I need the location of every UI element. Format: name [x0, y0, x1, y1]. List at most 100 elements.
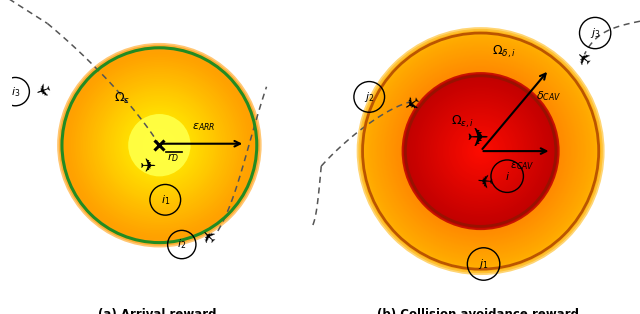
Circle shape [401, 72, 559, 230]
Circle shape [470, 140, 492, 162]
Circle shape [411, 82, 550, 221]
Circle shape [460, 130, 502, 172]
Circle shape [381, 52, 580, 250]
Circle shape [369, 40, 592, 263]
Circle shape [108, 94, 211, 196]
Circle shape [71, 57, 248, 234]
Circle shape [452, 123, 509, 179]
Circle shape [364, 34, 598, 268]
Circle shape [77, 63, 241, 227]
Circle shape [81, 67, 238, 224]
Circle shape [445, 116, 516, 187]
Circle shape [413, 84, 548, 219]
Text: ✈: ✈ [467, 126, 489, 152]
Circle shape [429, 100, 532, 203]
Circle shape [61, 46, 258, 244]
Circle shape [380, 50, 582, 252]
Text: $\varepsilon_{CAV}$: $\varepsilon_{CAV}$ [509, 160, 534, 172]
Circle shape [403, 74, 558, 229]
Circle shape [90, 75, 229, 215]
Circle shape [442, 112, 520, 190]
Circle shape [392, 62, 569, 240]
Circle shape [67, 53, 252, 237]
Circle shape [447, 118, 514, 184]
Circle shape [147, 133, 172, 157]
Circle shape [362, 32, 599, 270]
Circle shape [408, 78, 553, 224]
Text: $r_D$: $r_D$ [167, 152, 179, 165]
Circle shape [154, 140, 164, 150]
Circle shape [79, 65, 239, 225]
Circle shape [406, 77, 555, 225]
Circle shape [422, 93, 539, 209]
Circle shape [467, 137, 495, 165]
Circle shape [438, 109, 523, 194]
Circle shape [470, 140, 492, 162]
Circle shape [479, 149, 482, 153]
Circle shape [57, 43, 262, 247]
Circle shape [441, 111, 520, 191]
Circle shape [93, 79, 226, 212]
Circle shape [59, 45, 260, 246]
Circle shape [356, 27, 605, 275]
Circle shape [113, 99, 205, 191]
Circle shape [452, 123, 509, 180]
Circle shape [419, 89, 542, 213]
Text: ✈: ✈ [573, 42, 596, 66]
Circle shape [417, 88, 544, 214]
Circle shape [76, 62, 243, 229]
Circle shape [146, 132, 173, 159]
Circle shape [118, 104, 200, 186]
Circle shape [66, 51, 253, 239]
Circle shape [426, 96, 536, 206]
Circle shape [96, 82, 223, 208]
Circle shape [420, 91, 541, 211]
Circle shape [467, 137, 495, 165]
Circle shape [447, 117, 515, 185]
Circle shape [406, 77, 555, 225]
Circle shape [399, 70, 562, 233]
Circle shape [139, 125, 180, 166]
Circle shape [157, 143, 161, 147]
Circle shape [410, 80, 552, 222]
Circle shape [454, 125, 507, 178]
Circle shape [422, 93, 539, 209]
Circle shape [433, 103, 529, 199]
Circle shape [84, 70, 234, 220]
Circle shape [424, 95, 538, 208]
Circle shape [446, 116, 515, 186]
Circle shape [403, 73, 559, 229]
Circle shape [367, 38, 594, 264]
Circle shape [62, 48, 257, 242]
Circle shape [476, 146, 485, 156]
Circle shape [394, 64, 568, 238]
Circle shape [397, 68, 564, 234]
Circle shape [88, 73, 231, 217]
Circle shape [376, 46, 585, 256]
Circle shape [408, 78, 554, 224]
Circle shape [149, 135, 170, 155]
Circle shape [103, 89, 216, 202]
Circle shape [358, 29, 603, 273]
Circle shape [144, 130, 175, 160]
Circle shape [415, 86, 546, 217]
Text: $i_3$: $i_3$ [10, 85, 20, 99]
Circle shape [444, 115, 517, 187]
Circle shape [95, 80, 224, 210]
Circle shape [404, 75, 557, 227]
Circle shape [465, 135, 497, 167]
Text: $\varepsilon_{ARR}$: $\varepsilon_{ARR}$ [192, 122, 216, 133]
Text: $j_2$: $j_2$ [364, 90, 374, 104]
Circle shape [458, 129, 503, 173]
Circle shape [106, 92, 212, 198]
Circle shape [156, 142, 163, 149]
Circle shape [436, 107, 525, 195]
Circle shape [435, 105, 527, 197]
Circle shape [152, 138, 166, 152]
Circle shape [420, 91, 541, 211]
Circle shape [125, 111, 193, 179]
Text: (b) Collision avoidance reward.: (b) Collision avoidance reward. [378, 307, 584, 314]
Circle shape [127, 113, 192, 178]
Circle shape [136, 121, 183, 169]
Circle shape [440, 110, 522, 192]
